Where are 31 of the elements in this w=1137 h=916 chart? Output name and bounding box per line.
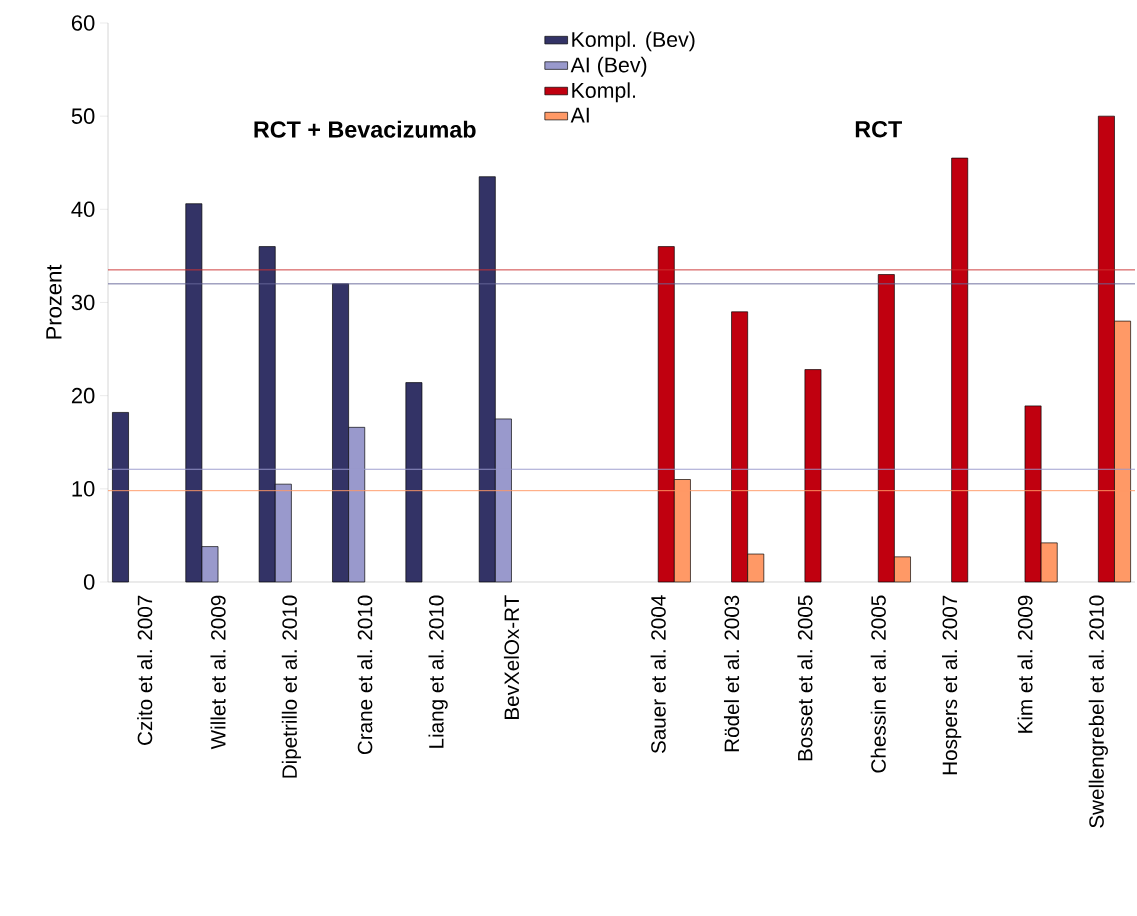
bar [804,369,822,583]
x-tick-label: Kim et al. 2009 [1017,595,1033,733]
legend-label: AI (Bev) [570,56,647,77]
annotation: RCT [855,120,902,138]
x-tick-label: Liang et al. 2010 [428,595,448,748]
y-tick-label: 50 [71,108,95,124]
bar [112,412,129,583]
x-tick-label: Crane et al. 2010 [357,595,373,755]
y-axis-title: Prozent [46,264,62,339]
y-tick-label: 0 [83,574,95,590]
bar [951,157,969,583]
x-tick-label: Willet et al. 2009 [210,595,226,750]
y-tick-label: 20 [71,387,95,404]
bar [405,382,423,583]
y-tick-label: 10 [72,481,95,497]
x-tick-label: Bosset et al. 2005 [797,595,813,761]
x-tick-label: Dipetrillo et al. 2010 [281,595,302,778]
x-tick-label: Sauer et al. 2004 [650,595,666,754]
y-tick-label: 40 [71,201,95,218]
y-tick-label: 60 [71,15,95,31]
x-tick-label: Czito et al. 2007 [137,595,153,745]
annotation: RCT + Bevacizumab [254,120,476,138]
x-tick-label: BevXelOx-RT [503,595,520,719]
y-tick-label: 30 [71,294,95,311]
x-tick-label: Hospers et al. 2007 [941,595,962,775]
x-tick-label: Rödel et al. 2003 [723,595,740,752]
legend-label: Kompl. [572,82,636,103]
legend-label: Kompl. (Bev) [572,31,695,52]
x-tick-label: Swellengrebel et al. 2010 [1088,595,1108,828]
x-tick-label: Chessin et al. 2005 [870,595,886,773]
legend-label: AI [570,107,589,123]
